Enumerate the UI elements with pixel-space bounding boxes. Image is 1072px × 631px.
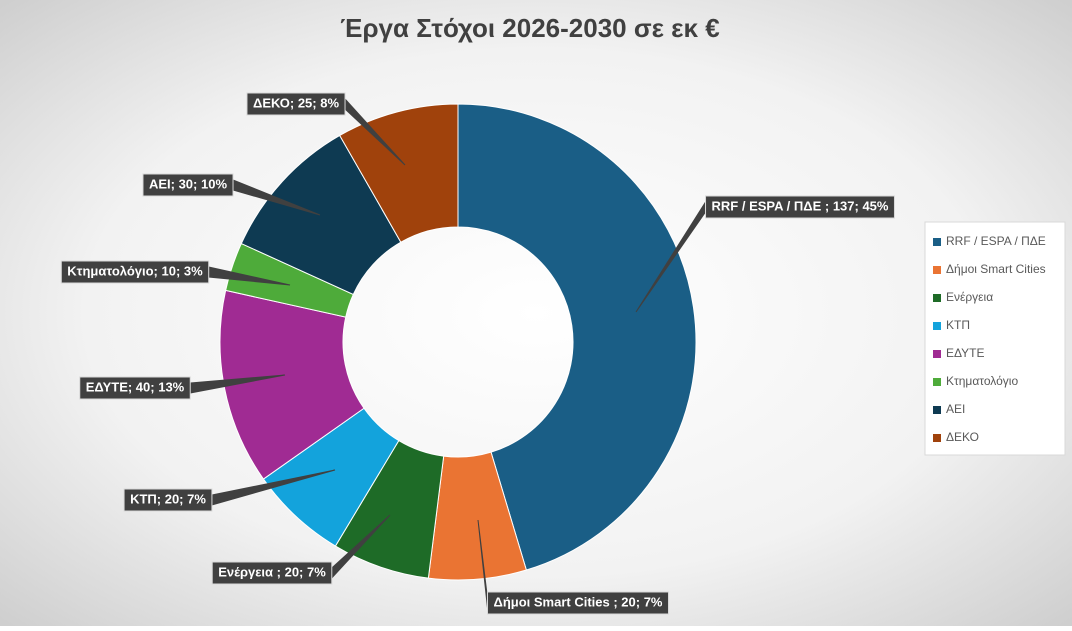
legend-label: ΕΔΥΤΕ [946, 346, 984, 360]
data-label-box [123, 488, 213, 512]
legend-swatch [933, 350, 941, 358]
legend-swatch [933, 434, 941, 442]
legend-label: Ενέργεια [946, 290, 993, 304]
legend-swatch [933, 322, 941, 330]
donut-slice [339, 103, 459, 243]
data-label: ΔΕΚΟ; 25; 8% [253, 95, 339, 110]
data-label: Κτηματολόγιο; 10; 3% [67, 263, 203, 278]
donut-slice [457, 103, 697, 571]
legend-label: RRF / ESPA / ΠΔΕ [946, 234, 1046, 248]
legend-label: Κτηματολόγιο [946, 374, 1018, 388]
data-label-box [79, 376, 191, 400]
data-label: Ενέργεια ; 20; 7% [218, 564, 326, 579]
data-label-box [211, 561, 333, 585]
chart-title: Έργα Στόχοι 2026-2030 σε εκ € [340, 13, 719, 43]
donut-slice [219, 289, 365, 480]
legend-swatch [933, 294, 941, 302]
data-label: RRF / ESPA / ΠΔΕ ; 137; 45% [712, 198, 889, 213]
legend-label: ΔΕΚΟ [946, 430, 979, 444]
legend-swatch [933, 378, 941, 386]
legend-swatch [933, 238, 941, 246]
data-label-box [246, 92, 346, 116]
data-label: Δήμοι Smart Cities ; 20; 7% [493, 594, 662, 609]
data-label-box [142, 173, 234, 197]
legend-label: Δήμοι Smart Cities [946, 262, 1046, 276]
legend-swatch [933, 406, 941, 414]
legend-label: ΚΤΠ [946, 318, 970, 332]
data-label: ΚΤΠ; 20; 7% [130, 491, 206, 506]
legend-box [924, 221, 1066, 456]
data-label-box [486, 591, 670, 615]
legend-swatch [933, 266, 941, 274]
data-label-box [60, 260, 210, 284]
data-label-box [705, 195, 895, 219]
data-label: ΑΕΙ; 30; 10% [149, 176, 227, 191]
legend-label: ΑΕΙ [946, 402, 965, 416]
data-label: ΕΔΥΤΕ; 40; 13% [86, 379, 185, 394]
